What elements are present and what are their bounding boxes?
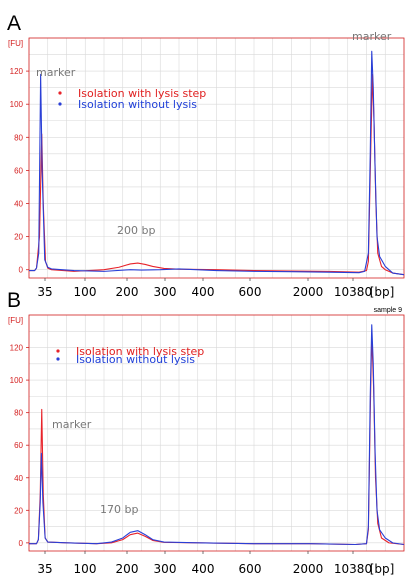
series-line-without-lysis	[29, 324, 405, 546]
y-tick-label: 0	[19, 266, 24, 275]
peak-annotation: marker	[52, 418, 92, 431]
x-tick-label: 35	[37, 285, 52, 299]
panel-letter: B	[7, 289, 21, 312]
x-tick-label: 2000	[293, 562, 324, 576]
y-tick-label: 20	[14, 506, 23, 515]
plot-frame	[28, 314, 405, 552]
y-tick-label: 60	[14, 441, 23, 450]
x-tick-label: 200	[116, 285, 139, 299]
x-tick-label: 600	[239, 285, 262, 299]
panel-a: A [FU] 0 20 40 60 80 100 120 35 100 200 300 400 600 200…	[7, 12, 405, 299]
y-tick-label: 100	[10, 100, 24, 109]
legend-marker	[56, 357, 60, 361]
y-tick-label: 20	[14, 233, 23, 242]
peak-annotation: 200 bp	[117, 224, 155, 237]
x-tick-label: 35	[37, 562, 52, 576]
peak-annotation: marker	[352, 30, 392, 43]
y-tick-label: 80	[14, 409, 23, 418]
legend-label: Isolation without lysis	[78, 98, 197, 111]
sample-label: sample 9	[374, 307, 403, 314]
x-tick-label: 300	[154, 562, 177, 576]
y-tick-label: 60	[14, 166, 23, 175]
y-axis-unit-label: [FU]	[8, 316, 23, 325]
y-tick-label: 100	[10, 376, 24, 385]
y-tick-label: 40	[14, 474, 23, 483]
y-tick-label: 40	[14, 200, 23, 209]
y-tick-label: 120	[10, 67, 24, 76]
x-tick-label: 100	[74, 562, 97, 576]
y-tick-label: 0	[19, 539, 24, 548]
plot-frame	[28, 37, 405, 279]
x-tick-label: 600	[239, 562, 262, 576]
legend-marker	[56, 349, 60, 353]
legend-marker	[58, 102, 62, 106]
y-axis-unit-label: [FU]	[8, 39, 23, 48]
legend-marker	[58, 91, 62, 95]
legend-label: Isolation with lysis step	[76, 345, 204, 358]
legend-label: Isolation without lysis	[76, 353, 195, 366]
x-tick-label: 300	[154, 285, 177, 299]
x-tick-label: [bp]	[370, 562, 395, 576]
x-tick-label: 400	[192, 562, 215, 576]
x-tick-label: 10380	[334, 285, 372, 299]
x-tick-label: 10380	[334, 562, 372, 576]
series-line-without-lysis	[29, 50, 405, 276]
x-tick-label: 400	[192, 285, 215, 299]
x-tick-label: [bp]	[370, 285, 395, 299]
peak-annotation: 170 bp	[100, 503, 138, 516]
y-tick-label: 80	[14, 133, 23, 142]
legend-label: Isolation with lysis step	[78, 87, 206, 100]
y-tick-label: 120	[10, 344, 24, 353]
x-tick-label: 2000	[293, 285, 324, 299]
panel-letter: A	[7, 12, 21, 35]
x-tick-label: 200	[116, 562, 139, 576]
peak-annotation: marker	[36, 66, 76, 79]
panel-b: B [FU] 0 20 40 60 80 100 120 35 100 200 300 400 600 200…	[7, 289, 405, 576]
x-tick-label: 100	[74, 285, 97, 299]
